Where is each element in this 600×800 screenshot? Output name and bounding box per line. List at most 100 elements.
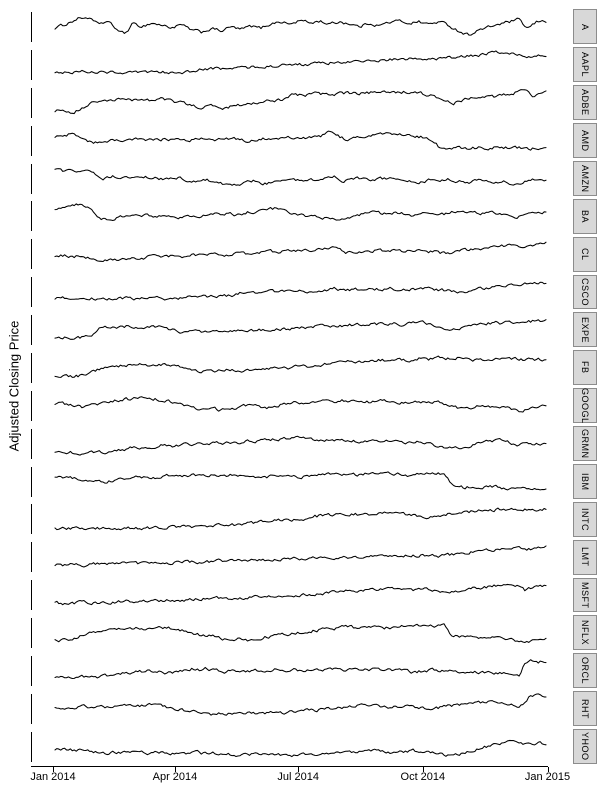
ticker-text: ORCL — [580, 657, 590, 685]
y-axis-segment — [31, 655, 33, 686]
price-line-yhoo — [54, 739, 547, 757]
panel-aapl — [31, 46, 551, 84]
ticker-text: NFLX — [580, 620, 590, 646]
y-axis-segment — [31, 542, 33, 573]
ticker-text: GRMN — [580, 428, 590, 459]
panel-csco — [31, 273, 551, 311]
y-axis-segment — [31, 731, 33, 762]
price-line-csco — [54, 281, 547, 301]
ticker-text: INTC — [580, 507, 590, 531]
x-tick-1 — [174, 766, 177, 772]
panel-msft — [31, 576, 551, 614]
ticker-text: CL — [580, 247, 590, 261]
price-line-intc — [54, 507, 547, 531]
y-axis-segment — [31, 466, 33, 497]
strip-label-fb: FB — [573, 350, 597, 386]
y-axis-segment — [31, 428, 33, 459]
price-line-expe — [54, 319, 547, 340]
price-line-orcl — [54, 659, 547, 679]
x-tick-0 — [53, 766, 55, 772]
strip-label-yhoo: YHOO — [573, 729, 597, 764]
strip-label-ibm: IBM — [573, 463, 597, 499]
ticker-text: YHOO — [580, 732, 590, 761]
panel-expe — [31, 311, 551, 349]
price-line-adbe — [54, 88, 547, 114]
ticker-text: CSCO — [580, 277, 590, 306]
strip-label-grmn: GRMN — [573, 426, 597, 461]
strip-label-googl: GOOGL — [573, 388, 597, 423]
ticker-text: A — [580, 23, 590, 31]
y-axis-segment — [31, 390, 33, 421]
price-line-a — [54, 17, 547, 36]
strip-label-nflx: NFLX — [573, 615, 597, 651]
panel-nflx — [31, 614, 551, 652]
x-axis-line — [31, 765, 548, 767]
panel-rht — [31, 690, 551, 728]
y-axis-segment — [31, 201, 33, 232]
x-tick-label-2: Jul 2014 — [277, 771, 320, 783]
panel-googl — [31, 387, 551, 425]
panel-fb — [31, 349, 551, 387]
price-line-lmt — [54, 545, 547, 568]
y-axis-segment — [31, 277, 33, 308]
y-axis-label: Adjusted Closing Price — [6, 320, 22, 452]
price-line-amd — [54, 130, 547, 151]
ticker-text: AMD — [580, 129, 590, 152]
strip-label-expe: EXPE — [573, 312, 597, 348]
y-axis-segment — [31, 352, 33, 383]
x-tick-label-3: Oct 2014 — [400, 771, 446, 783]
panel-grmn — [31, 425, 551, 463]
ticker-text: AMZN — [580, 164, 590, 193]
x-tick-label-4: Jan 2015 — [524, 771, 571, 783]
strip-label-amzn: AMZN — [573, 160, 597, 196]
strip-label-csco: CSCO — [573, 274, 597, 310]
price-line-fb — [54, 355, 547, 378]
panel-intc — [31, 500, 551, 538]
price-line-aapl — [54, 50, 547, 75]
y-axis-segment — [31, 49, 33, 80]
strip-label-intc: INTC — [573, 501, 597, 537]
ticker-text: IBM — [580, 472, 590, 491]
price-line-rht — [54, 693, 547, 716]
panel-ibm — [31, 463, 551, 501]
price-line-cl — [54, 241, 547, 263]
price-line-grmn — [54, 435, 547, 456]
ticker-text: ADBE — [580, 89, 590, 116]
panel-ba — [31, 197, 551, 235]
price-line-amzn — [54, 167, 547, 186]
panel-a — [31, 8, 551, 46]
y-axis-segment — [31, 12, 33, 42]
ticker-text: FB — [580, 361, 590, 374]
price-line-msft — [54, 584, 547, 606]
y-axis-segment — [31, 315, 33, 345]
strip-label-cl: CL — [573, 236, 597, 272]
y-axis-segment — [31, 87, 33, 118]
ticker-text: EXPE — [580, 316, 590, 343]
x-tick-2 — [298, 766, 300, 772]
strip-label-orcl: ORCL — [573, 653, 597, 689]
strip-label-aapl: AAPL — [573, 47, 597, 83]
panel-adbe — [31, 84, 551, 122]
price-line-googl — [54, 395, 547, 413]
ticker-text: GOOGL — [580, 387, 590, 424]
panel-lmt — [31, 538, 551, 576]
panel-amzn — [31, 160, 551, 198]
strip-label-ba: BA — [573, 198, 597, 234]
panel-yhoo — [31, 728, 551, 766]
price-line-ba — [54, 203, 547, 222]
ticker-text: LMT — [580, 547, 590, 567]
panel-amd — [31, 122, 551, 160]
y-axis-segment — [31, 693, 33, 724]
ticker-text: AAPL — [580, 52, 590, 78]
strip-label-rht: RHT — [573, 691, 597, 727]
y-axis-segment — [31, 239, 33, 270]
strip-label-lmt: LMT — [573, 539, 597, 575]
ticker-text: BA — [580, 209, 590, 223]
price-line-ibm — [54, 470, 547, 490]
strip-label-adbe: ADBE — [573, 85, 597, 121]
y-axis-segment — [31, 125, 33, 156]
ticker-text: RHT — [580, 698, 590, 719]
strip-label-msft: MSFT — [573, 577, 597, 613]
strip-label-a: A — [573, 9, 597, 45]
